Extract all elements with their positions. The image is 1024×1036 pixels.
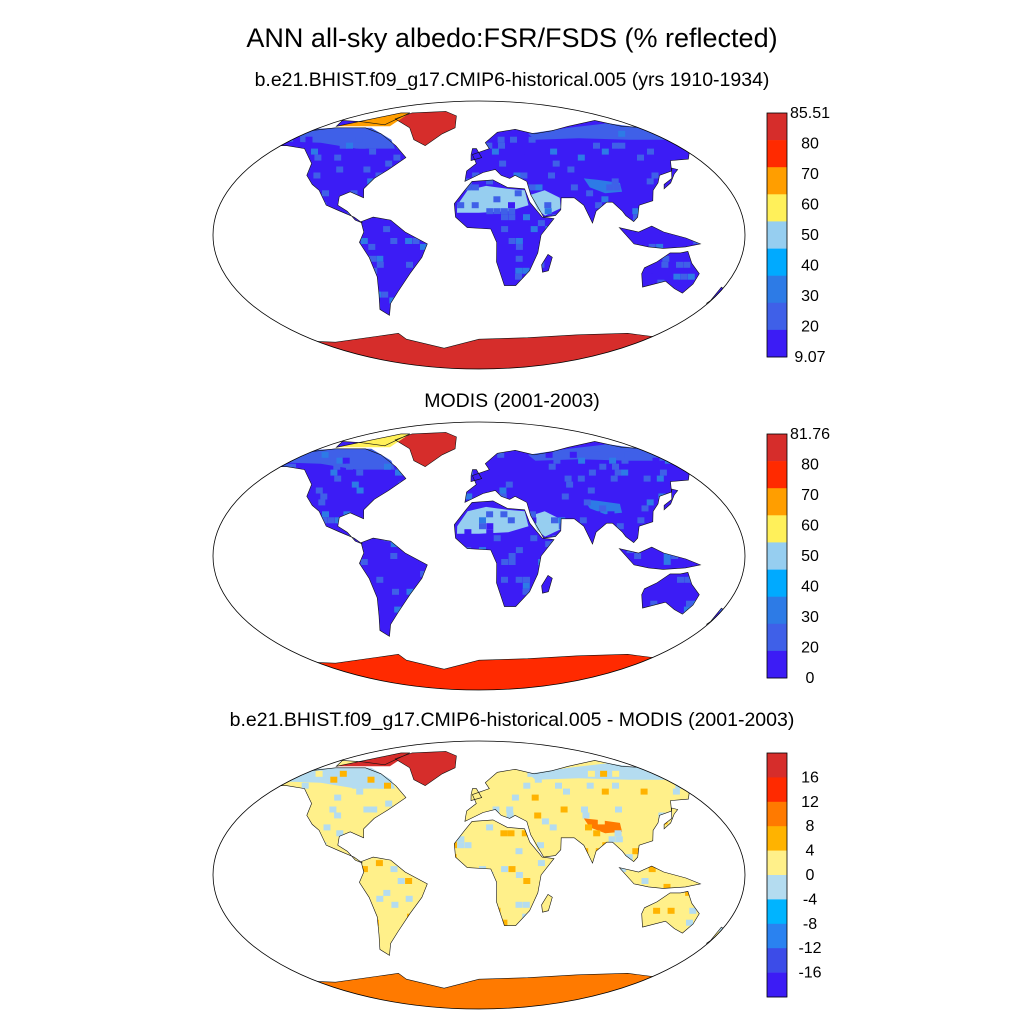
colorbar-swatch: [767, 650, 787, 679]
land-japan: [664, 489, 678, 510]
colorbar-label: 60: [801, 197, 819, 214]
colorbar-swatch: [767, 167, 787, 195]
map-frame: [212, 740, 746, 1010]
figure-title: ANN all-sky albedo:FSR/FSDS (% reflected…: [246, 23, 778, 53]
colorbar-frame: [766, 112, 788, 358]
colorbar-swatch: [767, 461, 787, 489]
land-europe_asia: [464, 441, 705, 545]
colorbar-frame: [766, 752, 788, 998]
colorbar-swatch: [767, 923, 787, 949]
colorbar-swatch: [767, 515, 787, 543]
colorbar-label: 70: [801, 166, 819, 183]
colorbar-swatch: [767, 948, 787, 973]
map-panel-diff: 16 12 8 4 0 -4 -8 -12 -16: [212, 740, 822, 1010]
land-north_america: [267, 448, 406, 545]
colorbar-swatch: [767, 221, 787, 249]
map-panel-obs: 81.76 80 70 60 50 40 30 20 0: [212, 421, 830, 691]
region-siberia_north: [528, 763, 692, 780]
colorbar-label: 50: [801, 548, 819, 565]
colorbar-label: -4: [803, 891, 817, 908]
region-siberia_north: [528, 123, 692, 140]
land-south_america: [359, 538, 428, 637]
panel-title-diff: b.e21.BHIST.f09_g17.CMIP6-historical.005…: [229, 709, 795, 731]
region-arctic_fringe: [336, 752, 410, 767]
colorbar-swatch: [767, 434, 787, 462]
colorbar-label: 30: [801, 609, 819, 626]
colorbar-swatch: [767, 875, 787, 900]
colorbar-swatch: [767, 826, 787, 851]
colorbar-label: 0: [806, 670, 815, 687]
region-arctic_fringe: [336, 433, 410, 448]
panel-title-obs: MODIS (2001-2003): [424, 390, 600, 412]
colorbar-swatch: [767, 140, 787, 168]
coastlines: [260, 432, 729, 690]
land-greenland: [395, 432, 457, 467]
colorbar-label: 40: [801, 258, 819, 275]
colorbar-label: 30: [801, 288, 819, 305]
region-arctic_fringe: [336, 112, 410, 127]
panel-title-model: b.e21.BHIST.f09_g17.CMIP6-historical.005…: [254, 69, 770, 91]
region-tibet: [583, 818, 623, 834]
colorbar-swatch: [767, 972, 787, 998]
colorbar-label: 80: [801, 136, 819, 153]
colorbar-swatch: [767, 850, 787, 876]
map-frame: [212, 100, 746, 370]
region-sahara: [457, 506, 529, 534]
colorbar-swatch: [767, 777, 787, 803]
land-greenland: [395, 111, 457, 146]
colorbar-label: 40: [801, 579, 819, 596]
colorbar-label: 0: [806, 867, 815, 884]
colorbar-swatch: [767, 569, 787, 597]
colorbar-label: 70: [801, 487, 819, 504]
colorbar-swatch: [767, 275, 787, 304]
colorbar-frame: [766, 433, 788, 679]
colorbar-label: 20: [801, 640, 819, 657]
colorbar-swatch: [767, 488, 787, 516]
colorbar: 85.51 80 70 60 50 40 30 20 9.07: [766, 105, 830, 366]
colorbar-swatch: [767, 248, 787, 276]
colorbar-label: 9.07: [794, 349, 825, 366]
colorbar: 16 12 8 4 0 -4 -8 -12 -16: [766, 752, 822, 998]
colorbar-swatch: [767, 194, 787, 222]
colorbar-label: 81.76: [790, 426, 830, 443]
land-madagascar: [541, 575, 553, 594]
colorbar-label: -12: [798, 940, 821, 957]
colorbar-swatch: [767, 623, 787, 652]
colorbar-label: 85.51: [790, 105, 830, 122]
colorbar-label: 20: [801, 319, 819, 336]
map-frame: [212, 421, 746, 691]
colorbar-swatch: [767, 596, 787, 625]
land-europe_asia: [464, 120, 705, 224]
colorbar-swatch: [767, 753, 787, 778]
colorbar: 81.76 80 70 60 50 40 30 20 0: [766, 426, 830, 687]
colorbar-label: 8: [806, 818, 815, 835]
colorbar-label: 50: [801, 227, 819, 244]
colorbar-swatch: [767, 302, 787, 331]
colorbar-swatch: [767, 801, 787, 827]
colorbar-swatch: [767, 899, 787, 925]
colorbar-label: 60: [801, 518, 819, 535]
colorbar-label: -16: [798, 965, 821, 982]
map-panel-model: 85.51 80 70 60 50 40 30 20 9.07: [212, 100, 830, 370]
colorbar-label: 80: [801, 457, 819, 474]
colorbar-swatch: [767, 542, 787, 570]
colorbar-label: -8: [803, 916, 817, 933]
colorbar-swatch: [767, 329, 787, 358]
colorbar-label: 12: [801, 794, 819, 811]
colorbar-label: 4: [806, 843, 815, 860]
colorbar-label: 16: [801, 769, 819, 786]
land-greenland: [395, 751, 457, 786]
colorbar-swatch: [767, 113, 787, 141]
